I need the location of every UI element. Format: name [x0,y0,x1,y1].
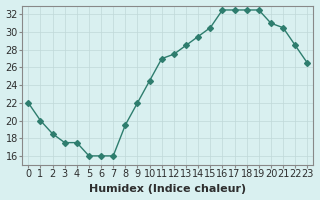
X-axis label: Humidex (Indice chaleur): Humidex (Indice chaleur) [89,184,246,194]
